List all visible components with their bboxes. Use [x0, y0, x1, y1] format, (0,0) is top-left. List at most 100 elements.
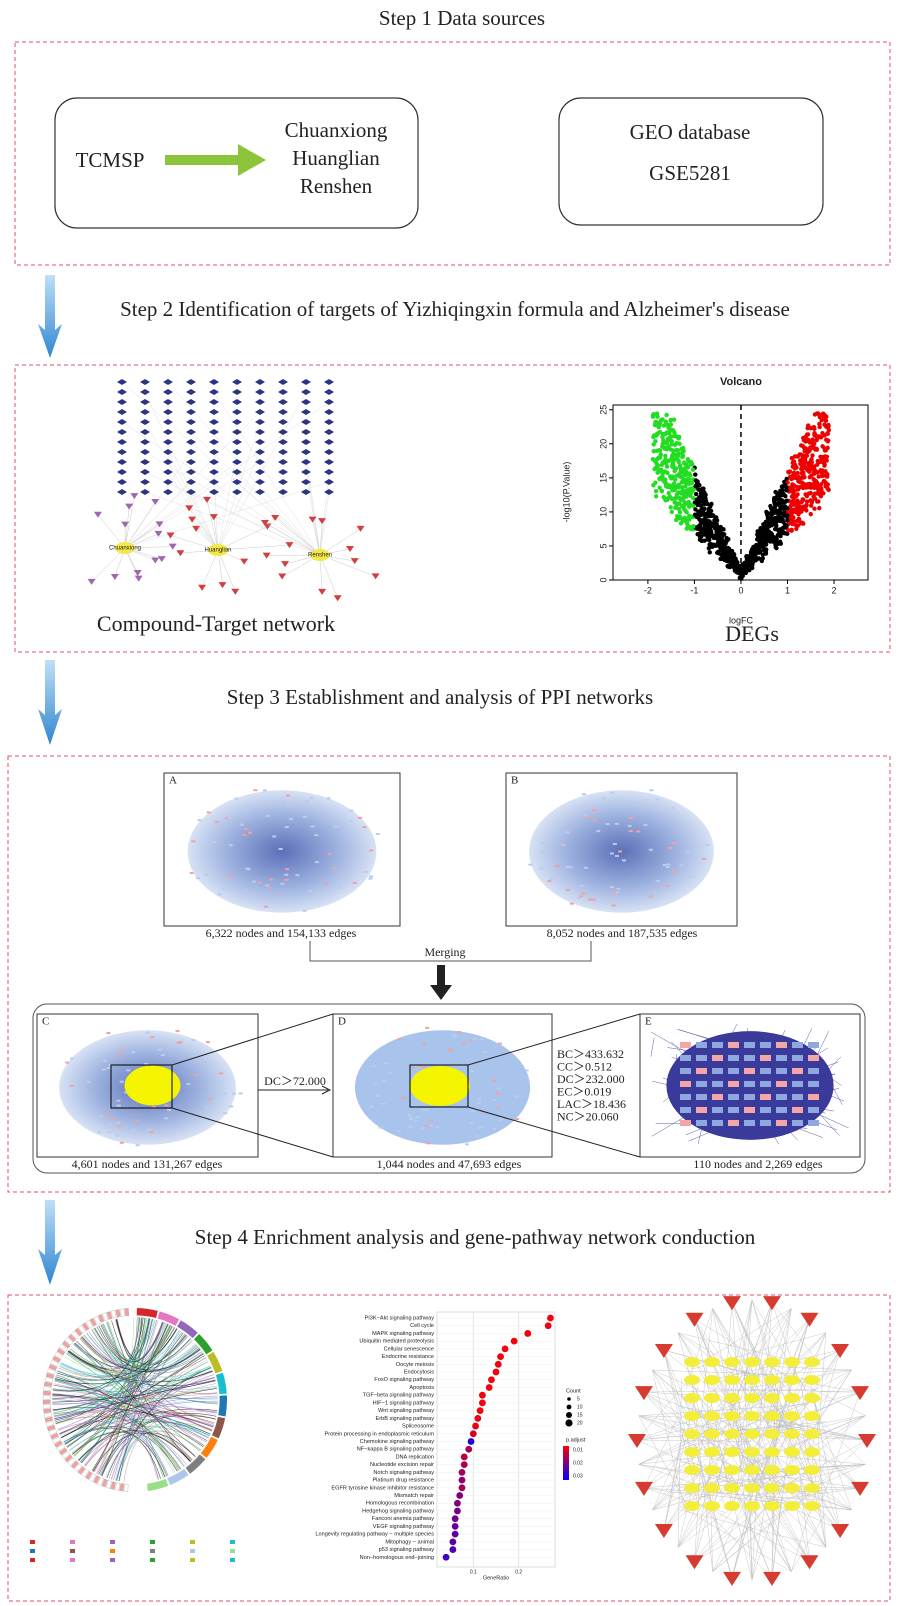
target-node [140, 389, 150, 395]
volcano-point [794, 465, 798, 469]
volcano-point [693, 513, 697, 517]
node [107, 1067, 111, 1069]
volcano-point [783, 505, 787, 509]
node [314, 834, 318, 836]
panel-letter: A [169, 775, 177, 787]
volcano-point [718, 534, 722, 538]
compound-node [351, 558, 359, 564]
target-node [209, 489, 219, 495]
compound-node [357, 526, 365, 532]
target-node [324, 479, 334, 485]
target-node [278, 489, 288, 495]
node [208, 1098, 212, 1100]
volcano-point [799, 500, 803, 504]
target-node [324, 459, 334, 465]
volcano-point [677, 435, 681, 439]
volcano-point [791, 464, 795, 468]
target-node [324, 489, 334, 495]
node [497, 1120, 501, 1122]
node [483, 1051, 487, 1053]
volcano-point [780, 488, 784, 492]
x-tick-label: -2 [644, 585, 652, 595]
node [397, 1038, 401, 1040]
node [117, 1105, 121, 1107]
step-arrow [38, 1200, 62, 1285]
target-node [163, 419, 173, 425]
volcano-point [809, 503, 813, 507]
node [219, 1072, 223, 1074]
node [179, 1041, 183, 1043]
node [126, 1069, 130, 1071]
target-node [140, 459, 150, 465]
target-node [278, 429, 288, 435]
node [244, 889, 248, 891]
node [680, 864, 684, 866]
node [328, 853, 332, 855]
pathway-node [831, 1344, 849, 1358]
volcano-point [684, 463, 688, 467]
volcano-point [811, 470, 815, 474]
node [622, 859, 626, 861]
node [688, 876, 692, 878]
volcano-point [674, 503, 678, 507]
category-label: Platinum drug resistance [372, 1478, 434, 1484]
volcano-point [785, 513, 789, 517]
compound-node [134, 570, 142, 576]
volcano-point [798, 452, 802, 456]
node [106, 1032, 110, 1034]
node [547, 880, 551, 882]
volcano-point [658, 448, 662, 452]
category-label: Hedgehog signaling pathway [362, 1508, 434, 1514]
node [649, 895, 653, 897]
node [776, 1107, 787, 1113]
x-tick-label: 1 [785, 585, 790, 595]
volcano-point [654, 494, 658, 498]
compound-node [185, 505, 193, 511]
node [115, 1134, 119, 1136]
node [244, 828, 248, 830]
volcano-point [728, 557, 732, 561]
legend-swatch [110, 1558, 115, 1562]
x-axis-label: GeneRatio [483, 1575, 509, 1581]
node [397, 1130, 401, 1132]
node [410, 1067, 414, 1069]
target-node [255, 439, 265, 445]
volcano-point [775, 493, 779, 497]
dot [449, 1538, 456, 1545]
volcano-point [820, 431, 824, 435]
volcano-point [801, 522, 805, 526]
node [284, 874, 288, 876]
node [465, 1143, 469, 1145]
node [164, 1117, 168, 1119]
volcano-point [812, 506, 816, 510]
pathway-node [686, 1555, 704, 1569]
node [643, 824, 647, 826]
node [131, 1128, 135, 1130]
node [186, 1083, 190, 1085]
node [712, 1042, 723, 1048]
node [280, 883, 284, 885]
compound-node [210, 514, 218, 520]
volcano-point [811, 425, 815, 429]
target-node [324, 469, 334, 475]
node [116, 1122, 120, 1124]
node [353, 882, 357, 884]
volcano-point [805, 426, 809, 430]
gene-node [724, 1465, 740, 1475]
volcano-point [820, 468, 824, 472]
node [613, 843, 617, 845]
node [268, 887, 272, 889]
node [592, 809, 596, 811]
legend-label: 0.01 [573, 1447, 583, 1453]
node [323, 883, 327, 885]
target-node [117, 409, 127, 415]
dot [493, 1369, 500, 1376]
node [525, 1069, 529, 1071]
target-node [232, 459, 242, 465]
node [102, 1069, 106, 1071]
volcano-point [721, 527, 725, 531]
target-node [163, 459, 173, 465]
volcano-point [691, 524, 695, 528]
node [744, 1068, 755, 1074]
compound-node [88, 579, 96, 585]
